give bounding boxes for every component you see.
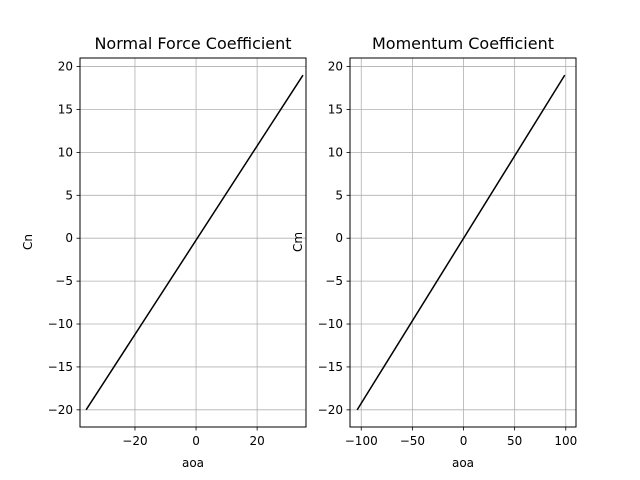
axes-frame-momentum [349, 57, 577, 428]
x-axis-label-momentum: aoa [452, 456, 474, 470]
y-tick-label: −5 [55, 274, 73, 288]
y-tick-label: 10 [58, 145, 73, 159]
x-tick-label: −50 [400, 434, 425, 448]
x-axis-label-normal-force: aoa [182, 456, 204, 470]
y-tick-label: 5 [65, 188, 73, 202]
y-tick-label: −20 [48, 403, 73, 417]
x-tick-label: −20 [122, 434, 147, 448]
axes-frame-normal-force [79, 57, 307, 428]
y-ticks-normal-force: −20 −15 −10 −5 0 5 10 15 20 [48, 60, 80, 417]
grid-normal-force [80, 58, 306, 427]
y-tick-label: −15 [48, 360, 73, 374]
y-tick-label: 0 [335, 231, 343, 245]
chart-title-normal-force: Normal Force Coefficient [94, 34, 291, 53]
chart-title-momentum: Momentum Coefficient [372, 34, 554, 53]
y-tick-label: 15 [328, 102, 343, 116]
y-tick-label: −10 [48, 317, 73, 331]
y-tick-label: 0 [65, 231, 73, 245]
subplot-normal-force: −20 0 20 −20 −15 −10 −5 0 5 10 15 20 Normal Force … [21, 34, 307, 470]
y-ticks-momentum: −20 −15 −10 −5 0 5 10 15 20 [318, 60, 350, 417]
series-line [356, 74, 566, 411]
y-tick-label: 20 [58, 60, 73, 74]
line-momentum [356, 74, 566, 411]
x-tick-label: 20 [249, 434, 264, 448]
y-tick-label: −15 [318, 360, 343, 374]
y-tick-label: 10 [328, 145, 343, 159]
x-tick-label: 50 [507, 434, 522, 448]
x-tick-label: 0 [192, 434, 200, 448]
y-tick-label: 15 [58, 102, 73, 116]
x-ticks-momentum: −100 −50 0 50 100 [345, 427, 577, 448]
x-tick-label: 100 [554, 434, 577, 448]
x-tick-label: −100 [345, 434, 378, 448]
y-tick-label: 20 [328, 60, 343, 74]
y-tick-label: −20 [318, 403, 343, 417]
y-tick-label: 5 [335, 188, 343, 202]
x-ticks-normal-force: −20 0 20 [122, 427, 265, 448]
x-tick-label: 0 [460, 434, 468, 448]
y-axis-label-normal-force: Cn [21, 234, 35, 250]
y-tick-label: −10 [318, 317, 343, 331]
series-line [85, 74, 304, 411]
line-normal-force [85, 74, 304, 411]
y-axis-label-momentum: Cm [291, 232, 305, 252]
y-tick-label: −5 [325, 274, 343, 288]
